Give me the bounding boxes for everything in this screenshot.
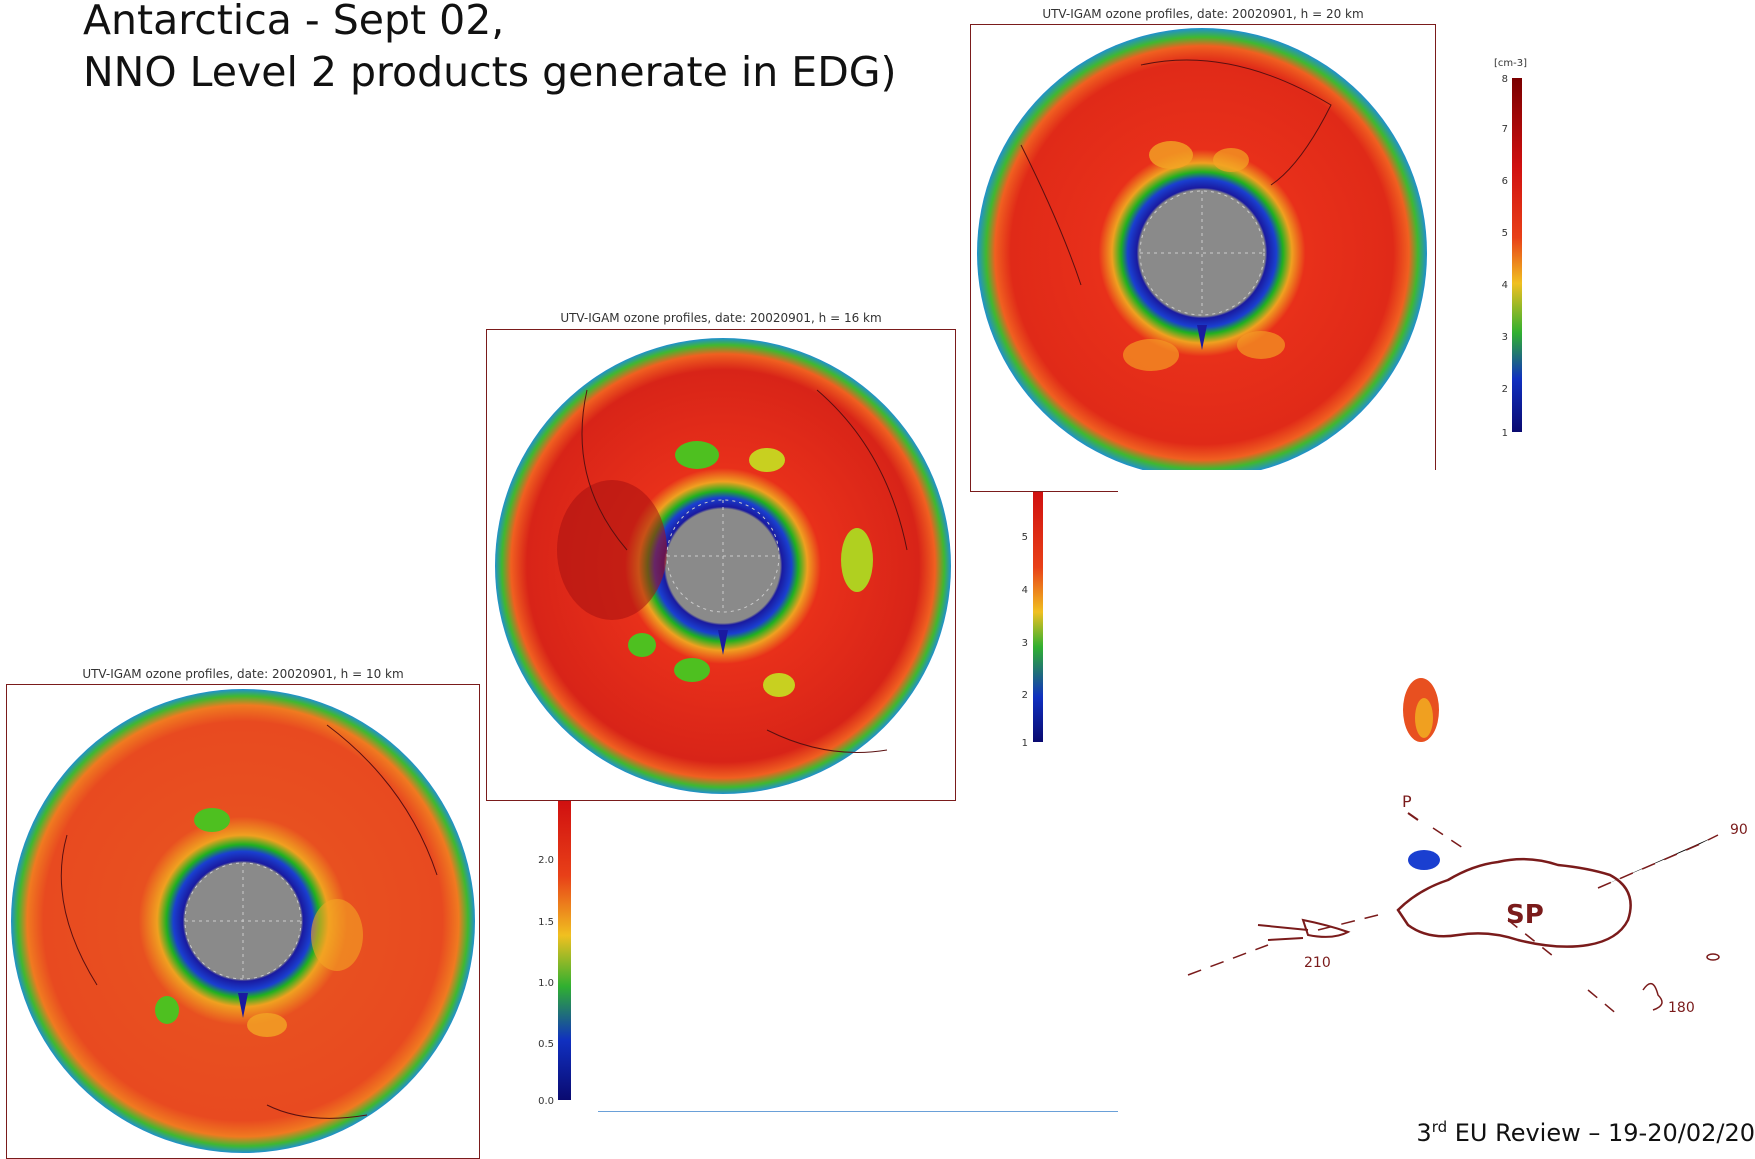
colorbar-20km-tick: 8	[1501, 74, 1508, 85]
colorbar-20km-tick: 7	[1501, 124, 1508, 135]
footer-text: EU Review – 19-20/02/20	[1447, 1119, 1755, 1147]
colorbar-20km	[1512, 78, 1522, 432]
sketch-label: 90	[1730, 822, 1748, 838]
panel-title-16km: UTV-IGAM ozone profiles, date: 20020901,…	[560, 311, 882, 325]
colorbar-20km-tick: 4	[1501, 280, 1508, 291]
south-pole-sketch: SP 90 210 180 P	[1118, 470, 1755, 1110]
heading-line-2: NNO Level 2 products generate in EDG)	[83, 48, 897, 96]
heading-line-1: Antarctica - Sept 02,	[83, 0, 505, 44]
colorbar-20km-unit: [cm-3]	[1494, 58, 1528, 69]
colorbar-20km-tick: 3	[1501, 332, 1508, 343]
colorbar-10km-tick: 0.5	[538, 1039, 554, 1050]
colorbar-16km-tick: 1	[1021, 738, 1028, 749]
colorbar-10km-tick: 1.5	[538, 917, 554, 928]
colorbar-16km	[1033, 492, 1043, 742]
colorbar-20km-tick: 2	[1501, 384, 1508, 395]
ozone-map-10km	[6, 684, 480, 1159]
slide-heading: Antarctica - Sept 02, NNO Level 2 produc…	[83, 0, 897, 98]
colorbar-16km-tick: 2	[1021, 690, 1028, 701]
colorbar-16km-tick: 4	[1021, 585, 1028, 596]
footer-review-label: 3rd EU Review – 19-20/02/20	[1416, 1118, 1755, 1147]
colorbar-10km-tick: 1.0	[538, 978, 554, 989]
colorbar-10km	[558, 801, 571, 1100]
ozone-map-16km	[486, 329, 956, 801]
colorbar-20km-tick: 5	[1501, 228, 1508, 239]
sketch-label: 210	[1304, 955, 1331, 971]
colorbar-16km-tick: 3	[1021, 638, 1028, 649]
sketch-label: P	[1402, 792, 1412, 811]
ozone-map-20km	[970, 24, 1436, 492]
panel-title-10km: UTV-IGAM ozone profiles, date: 20020901,…	[82, 667, 404, 681]
panel-title-20km: UTV-IGAM ozone profiles, date: 20020901,…	[1042, 7, 1364, 21]
footer-divider	[598, 1111, 1118, 1112]
colorbar-10km-tick: 0.0	[538, 1096, 554, 1107]
colorbar-20km-tick: 6	[1501, 176, 1508, 187]
sketch-center-label: SP	[1506, 900, 1544, 930]
footer-ordinal: rd	[1431, 1118, 1448, 1136]
colorbar-16km-tick: 5	[1021, 532, 1028, 543]
sketch-label: 180	[1668, 1000, 1695, 1016]
footer-prefix: 3	[1416, 1119, 1432, 1147]
colorbar-20km-tick: 1	[1501, 428, 1508, 439]
colorbar-10km-tick: 2.0	[538, 855, 554, 866]
